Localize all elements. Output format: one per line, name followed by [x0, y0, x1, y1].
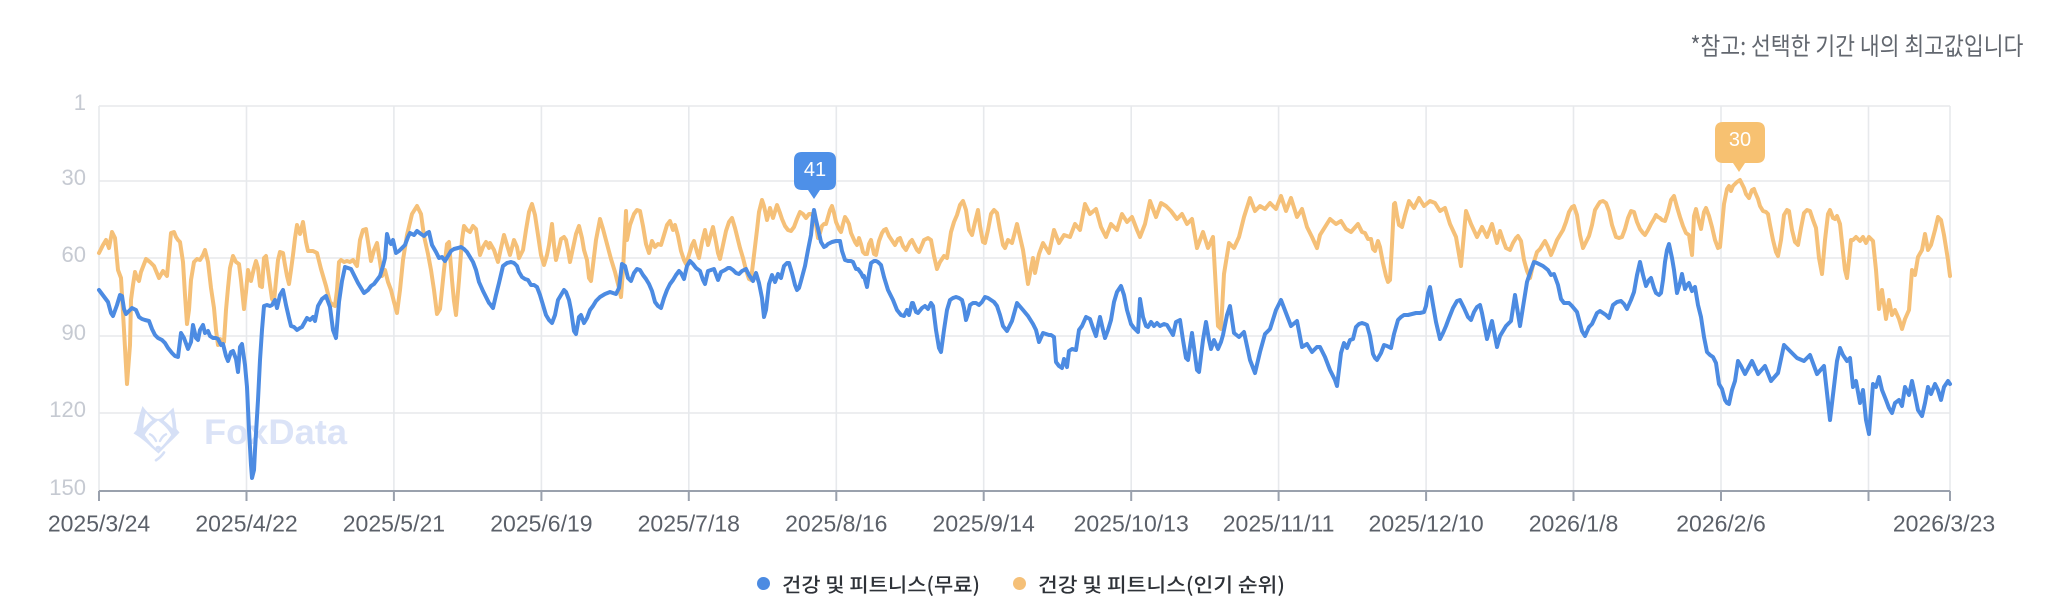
- svg-text:2025/8/16: 2025/8/16: [785, 511, 887, 537]
- svg-text:150: 150: [49, 475, 86, 500]
- svg-text:60: 60: [62, 242, 86, 267]
- svg-text:2025/4/22: 2025/4/22: [195, 511, 297, 537]
- svg-text:41: 41: [804, 159, 826, 181]
- svg-text:2025/7/18: 2025/7/18: [638, 511, 740, 537]
- svg-text:2025/9/14: 2025/9/14: [933, 511, 1036, 537]
- svg-text:2025/11/11: 2025/11/11: [1223, 511, 1335, 537]
- svg-text:2025/5/21: 2025/5/21: [343, 511, 445, 537]
- svg-text:120: 120: [49, 397, 86, 422]
- svg-text:2025/6/19: 2025/6/19: [490, 511, 592, 537]
- svg-text:2025/12/10: 2025/12/10: [1369, 511, 1484, 537]
- svg-text:2026/1/8: 2026/1/8: [1529, 511, 1619, 537]
- svg-text:2026/2/6: 2026/2/6: [1676, 511, 1766, 537]
- svg-text:30: 30: [62, 165, 86, 190]
- svg-text:FoxData: FoxData: [204, 413, 348, 452]
- svg-text:1: 1: [74, 90, 86, 115]
- svg-text:90: 90: [62, 320, 86, 345]
- svg-text:2025/3/24: 2025/3/24: [48, 511, 151, 537]
- svg-text:2026/3/23: 2026/3/23: [1893, 511, 1995, 537]
- svg-text:2025/10/13: 2025/10/13: [1074, 511, 1189, 537]
- svg-text:30: 30: [1729, 129, 1751, 151]
